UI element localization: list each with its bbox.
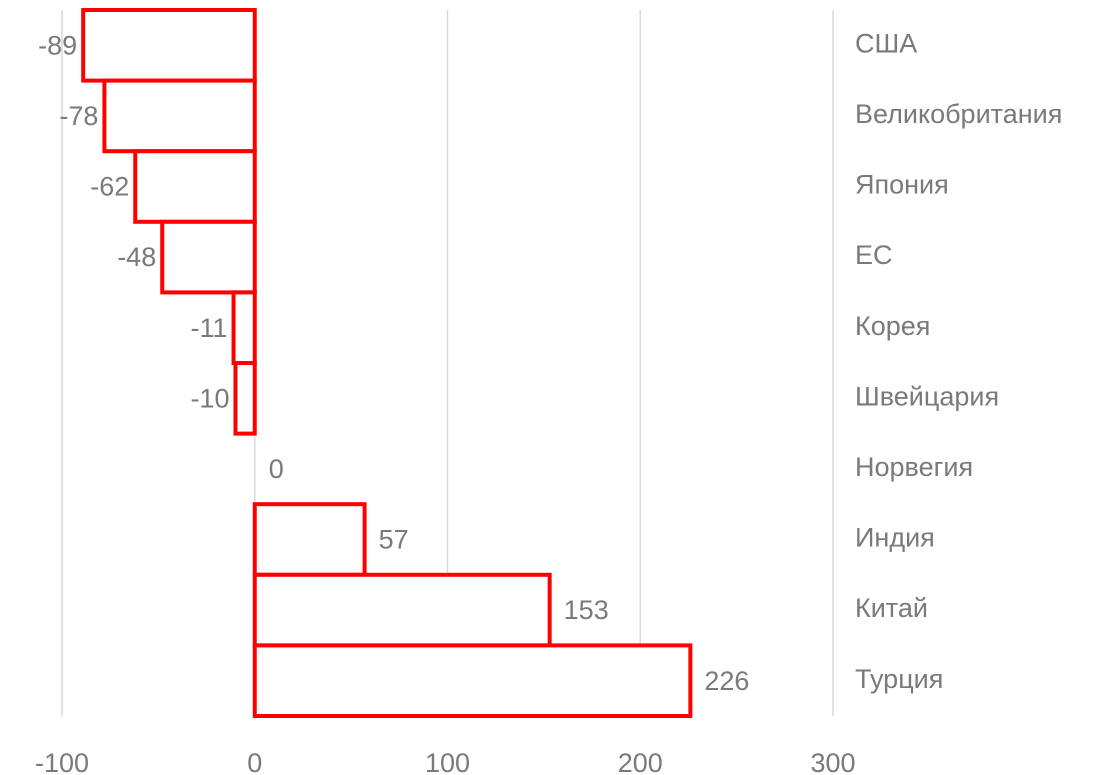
data-label: 153 bbox=[564, 595, 609, 625]
data-label: -78 bbox=[59, 101, 98, 131]
data-label: -10 bbox=[190, 383, 229, 413]
bar bbox=[252, 643, 693, 719]
category-label: Великобритания bbox=[855, 99, 1062, 129]
bar bbox=[102, 78, 257, 154]
data-label: -62 bbox=[90, 172, 129, 202]
category-label: Индия bbox=[855, 523, 935, 553]
data-label: 57 bbox=[379, 525, 409, 555]
category-label: Япония bbox=[855, 170, 949, 200]
category-label: Китай bbox=[855, 593, 928, 623]
bar bbox=[233, 361, 257, 436]
x-tick-label: 300 bbox=[810, 748, 855, 775]
category-label: Швейцария bbox=[855, 381, 999, 411]
x-tick-label: 0 bbox=[247, 748, 262, 775]
data-label: 0 bbox=[269, 454, 284, 484]
bar bbox=[133, 149, 257, 224]
category-label: Норвегия bbox=[855, 452, 973, 482]
category-label: Корея bbox=[855, 311, 930, 341]
x-tick-label: 200 bbox=[618, 748, 663, 775]
data-label: -89 bbox=[38, 30, 77, 60]
bar bbox=[252, 572, 552, 648]
bar bbox=[252, 502, 367, 577]
data-label: 226 bbox=[704, 666, 749, 696]
x-tick-label: -100 bbox=[35, 748, 89, 775]
bar bbox=[231, 290, 257, 365]
data-label: -48 bbox=[117, 242, 156, 272]
bar bbox=[160, 219, 257, 295]
category-label: США bbox=[855, 28, 917, 58]
data-label: -11 bbox=[191, 313, 228, 343]
bar bbox=[81, 8, 257, 83]
category-label: ЕС bbox=[855, 240, 893, 270]
x-tick-label: 100 bbox=[425, 748, 470, 775]
category-label: Турция bbox=[855, 664, 943, 694]
